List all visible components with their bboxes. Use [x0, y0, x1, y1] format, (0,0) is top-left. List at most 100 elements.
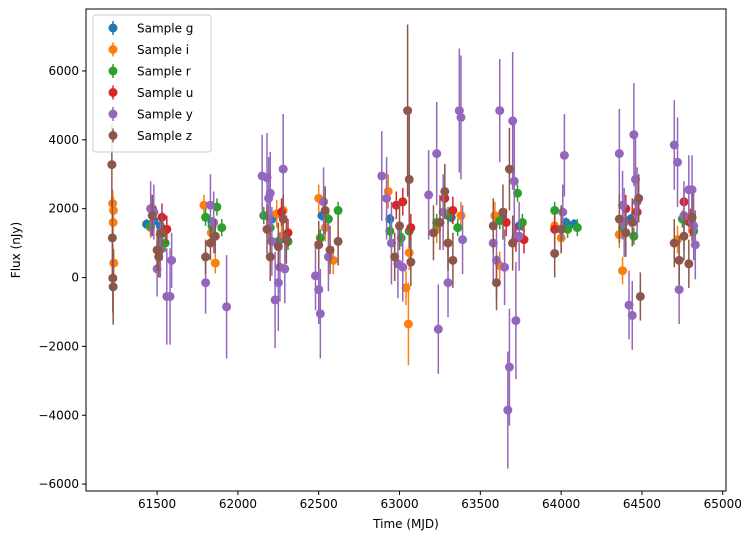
data-point — [488, 221, 498, 231]
data-point — [687, 185, 697, 195]
data-point — [165, 291, 175, 301]
data-point — [684, 259, 694, 269]
data-point — [627, 310, 637, 320]
data-point — [498, 207, 508, 217]
data-point — [559, 150, 569, 160]
data-point — [278, 164, 288, 174]
data-point — [217, 223, 227, 233]
data-point — [673, 157, 683, 167]
data-point — [377, 171, 387, 181]
data-point — [201, 252, 211, 262]
legend: Sample g Sample i Sample r Sample u Sample y… — [92, 14, 212, 153]
x-tick-label: 63500 — [461, 497, 499, 511]
data-point — [627, 217, 637, 227]
data-point — [333, 205, 343, 215]
data-point — [511, 316, 521, 326]
x-tick-label: 62500 — [300, 497, 338, 511]
data-point — [495, 106, 505, 116]
data-point — [689, 221, 699, 231]
data-point — [508, 238, 518, 248]
y-axis-title: Flux (nJy) — [9, 222, 23, 278]
data-point — [265, 252, 275, 262]
data-point — [435, 217, 445, 227]
data-point — [273, 278, 283, 288]
data-point — [432, 149, 442, 159]
data-point — [314, 240, 324, 250]
legend-label: Sample y — [137, 108, 193, 122]
x-tick-label: 62000 — [219, 497, 257, 511]
data-point — [398, 262, 408, 272]
y-tick-label: 6000 — [48, 64, 79, 78]
legend-label: Sample i — [137, 43, 189, 57]
axes: 61500 62000 62500 63000 63500 64000 64500 65000… — [38, 8, 742, 511]
data-point — [403, 319, 413, 329]
data-point — [205, 238, 215, 248]
data-point — [669, 140, 679, 150]
legend-marker — [108, 109, 118, 119]
data-point — [453, 223, 463, 233]
legend-marker — [108, 66, 118, 76]
data-point — [618, 266, 628, 276]
legend-label: Sample u — [137, 86, 193, 100]
data-point — [424, 190, 434, 200]
data-point — [398, 197, 408, 207]
data-point — [440, 186, 450, 196]
x-tick-label: 64000 — [542, 497, 580, 511]
legend-label: Sample g — [137, 22, 193, 36]
data-point — [406, 257, 416, 267]
data-point — [403, 106, 413, 116]
data-point — [262, 224, 272, 234]
data-point — [404, 174, 414, 184]
data-point — [395, 221, 405, 231]
data-point — [265, 188, 275, 198]
data-point — [147, 211, 157, 221]
data-point — [509, 176, 519, 186]
data-point — [433, 324, 443, 334]
data-point — [492, 278, 502, 288]
y-tick-label: 2000 — [48, 202, 79, 216]
y-tick-label: −2000 — [38, 339, 79, 353]
data-point — [504, 164, 514, 174]
data-point — [404, 248, 414, 258]
data-point — [679, 231, 689, 241]
data-point — [108, 217, 118, 227]
data-point — [448, 255, 458, 265]
data-point — [209, 217, 219, 227]
legend-marker — [108, 131, 118, 140]
data-point — [199, 200, 209, 210]
data-point — [319, 197, 329, 207]
axes-frame — [85, 8, 727, 492]
data-point — [669, 238, 679, 248]
data-point — [154, 252, 164, 262]
legend-marker — [108, 45, 118, 54]
data-point — [500, 262, 510, 272]
data-point — [674, 285, 684, 295]
data-point — [572, 223, 582, 233]
data-point — [508, 116, 518, 126]
data-point — [157, 228, 167, 238]
data-point — [107, 160, 117, 170]
data-point — [458, 235, 468, 245]
data-point — [504, 362, 514, 372]
data-point — [325, 245, 335, 255]
data-point — [614, 214, 624, 224]
data-point — [281, 235, 291, 245]
legend-box — [92, 14, 212, 153]
data-point — [443, 238, 453, 248]
data-point — [624, 300, 634, 310]
data-point — [634, 193, 644, 203]
x-tick-label: 65000 — [704, 497, 742, 511]
data-point — [503, 405, 513, 415]
data-point — [210, 231, 220, 241]
data-point — [517, 217, 527, 227]
data-point — [210, 258, 220, 268]
legend-marker — [108, 23, 118, 33]
x-axis-title: Time (MJD) — [372, 517, 439, 531]
data-point — [201, 278, 211, 288]
data-point — [501, 217, 511, 227]
data-point — [456, 211, 466, 221]
data-point — [448, 205, 458, 215]
data-point — [621, 228, 631, 238]
x-tick-label: 63000 — [380, 497, 418, 511]
